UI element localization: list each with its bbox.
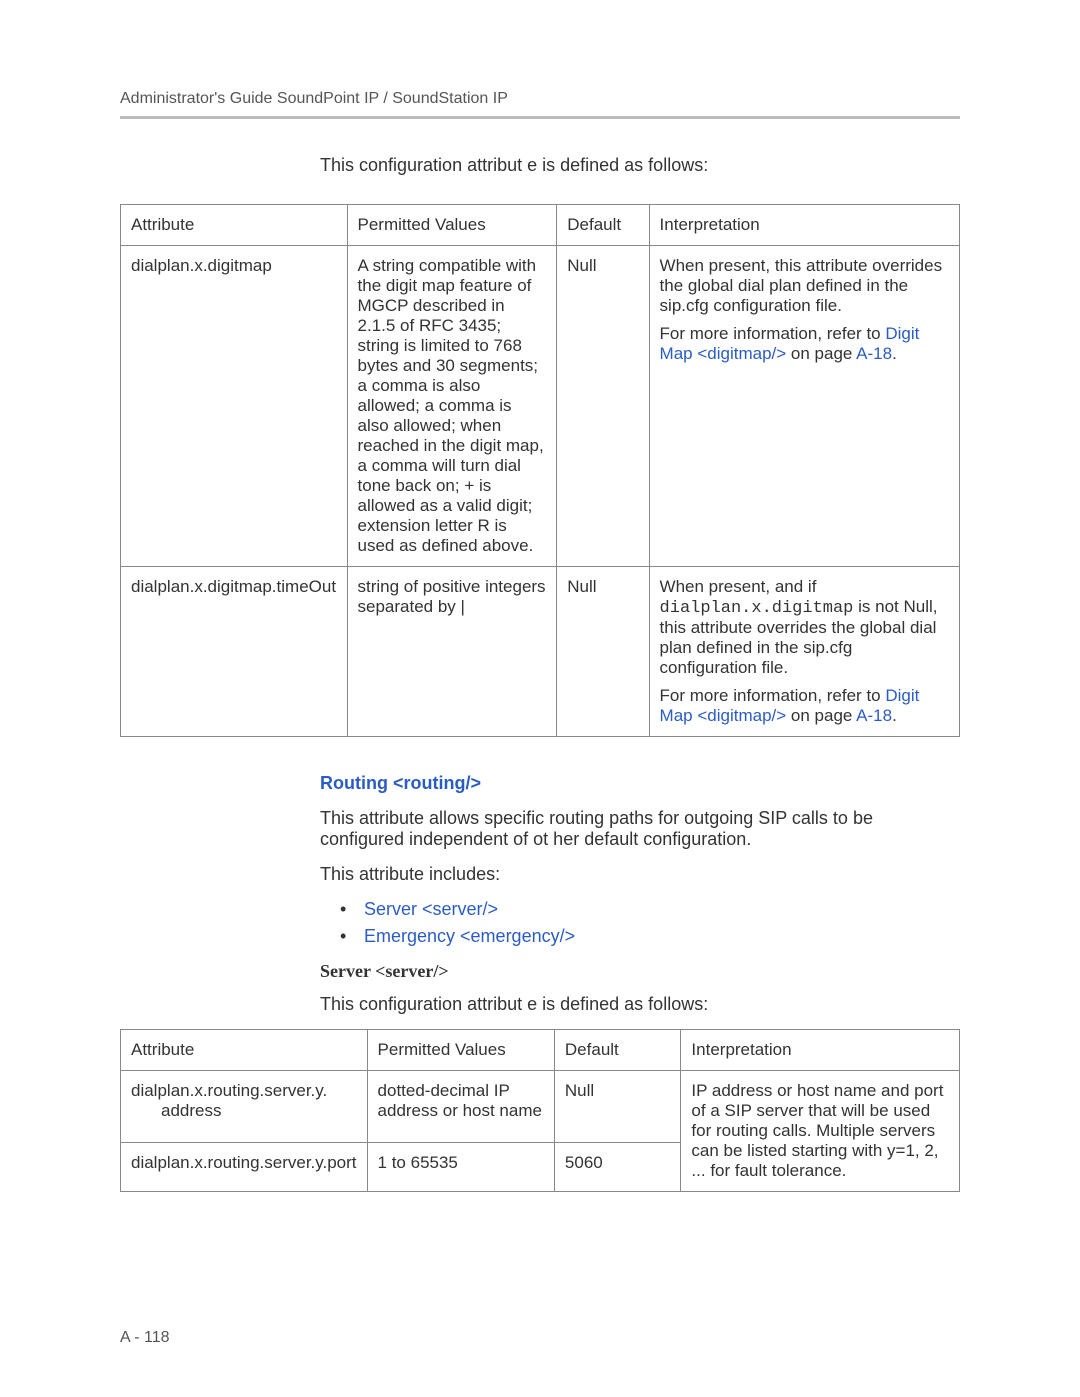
cell-interpretation: IP address or host name and port of a SI…: [681, 1071, 960, 1192]
routing-includes-intro: This attribute includes:: [320, 864, 960, 885]
th-values: Permitted Values: [347, 205, 557, 246]
table-row: dialplan.x.routing.server.y. address dot…: [121, 1071, 960, 1143]
th-interpretation: Interpretation: [681, 1030, 960, 1071]
cell-attribute: dialplan.x.digitmap: [121, 246, 348, 567]
table-header-row: Attribute Permitted Values Default Inter…: [121, 205, 960, 246]
cell-default: 5060: [554, 1143, 681, 1192]
server-attributes-table: Attribute Permitted Values Default Inter…: [120, 1029, 960, 1192]
cell-values: A string compatible with the digit map f…: [347, 246, 557, 567]
table-header-row: Attribute Permitted Values Default Inter…: [121, 1030, 960, 1071]
attr-line1: dialplan.x.routing.server.y.: [131, 1081, 327, 1100]
interp-text: When present, and if: [660, 577, 817, 596]
th-default: Default: [554, 1030, 681, 1071]
table-row: dialplan.x.digitmap.timeOut string of po…: [121, 567, 960, 737]
interp-para: For more information, refer to Digit Map…: [660, 324, 949, 364]
list-item: Server <server/>: [340, 899, 960, 920]
cell-interpretation: When present, this attribute overrides t…: [649, 246, 959, 567]
page-ref-link[interactable]: A-18: [856, 344, 892, 363]
server-subheading: Server <server/>: [320, 961, 960, 982]
table1-intro: This configuration attribut e is defined…: [320, 155, 960, 176]
interp-text: .: [892, 706, 897, 725]
emergency-link[interactable]: Emergency <emergency/>: [364, 926, 575, 946]
interp-text: on page: [786, 344, 856, 363]
cell-interpretation: When present, and if dialplan.x.digitmap…: [649, 567, 959, 737]
server-link[interactable]: Server <server/>: [364, 899, 498, 919]
cell-attribute: dialplan.x.routing.server.y. address: [121, 1071, 368, 1143]
cell-attribute: dialplan.x.digitmap.timeOut: [121, 567, 348, 737]
cell-attribute: dialplan.x.routing.server.y.port: [121, 1143, 368, 1192]
th-values: Permitted Values: [367, 1030, 554, 1071]
interp-para: When present, this attribute overrides t…: [660, 256, 949, 316]
page-ref-link[interactable]: A-18: [856, 706, 892, 725]
cell-default: Null: [554, 1071, 681, 1143]
interp-text: For more information, refer to: [660, 324, 886, 343]
routing-heading: Routing <routing/>: [320, 773, 960, 794]
cell-values: string of positive integers separated by…: [347, 567, 557, 737]
th-attribute: Attribute: [121, 205, 348, 246]
config-attributes-table: Attribute Permitted Values Default Inter…: [120, 204, 960, 737]
routing-para: This attribute allows specific routing p…: [320, 808, 960, 850]
header-rule: [120, 116, 960, 119]
attr-line2: address: [161, 1101, 221, 1120]
cell-default: Null: [557, 246, 649, 567]
server-intro: This configuration attribut e is defined…: [320, 994, 960, 1015]
th-interpretation: Interpretation: [649, 205, 959, 246]
page-number: A - 118: [120, 1329, 170, 1347]
cell-values: 1 to 65535: [367, 1143, 554, 1192]
interp-para: When present, and if dialplan.x.digitmap…: [660, 577, 949, 678]
interp-para: For more information, refer to Digit Map…: [660, 686, 949, 726]
th-default: Default: [557, 205, 649, 246]
interp-code: dialplan.x.digitmap: [660, 599, 854, 618]
routing-bullet-list: Server <server/> Emergency <emergency/>: [340, 899, 960, 947]
interp-text: .: [892, 344, 897, 363]
cell-values: dotted-decimal IP address or host name: [367, 1071, 554, 1143]
list-item: Emergency <emergency/>: [340, 926, 960, 947]
interp-text: on page: [786, 706, 856, 725]
table-row: dialplan.x.digitmap A string compatible …: [121, 246, 960, 567]
cell-default: Null: [557, 567, 649, 737]
th-attribute: Attribute: [121, 1030, 368, 1071]
running-header: Administrator's Guide SoundPoint IP / So…: [120, 90, 960, 108]
interp-text: For more information, refer to: [660, 686, 886, 705]
